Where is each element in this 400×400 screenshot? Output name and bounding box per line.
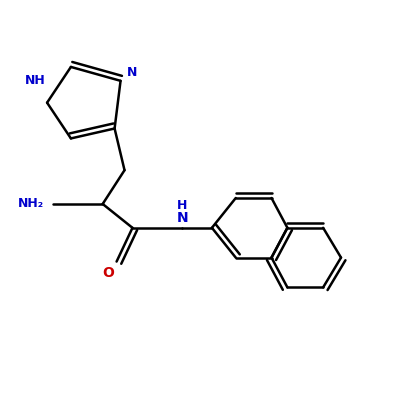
Text: N: N (176, 211, 188, 225)
Text: NH: NH (25, 74, 46, 87)
Text: N: N (127, 66, 138, 79)
Text: NH₂: NH₂ (18, 198, 44, 210)
Text: O: O (103, 266, 114, 280)
Text: H: H (177, 200, 187, 212)
